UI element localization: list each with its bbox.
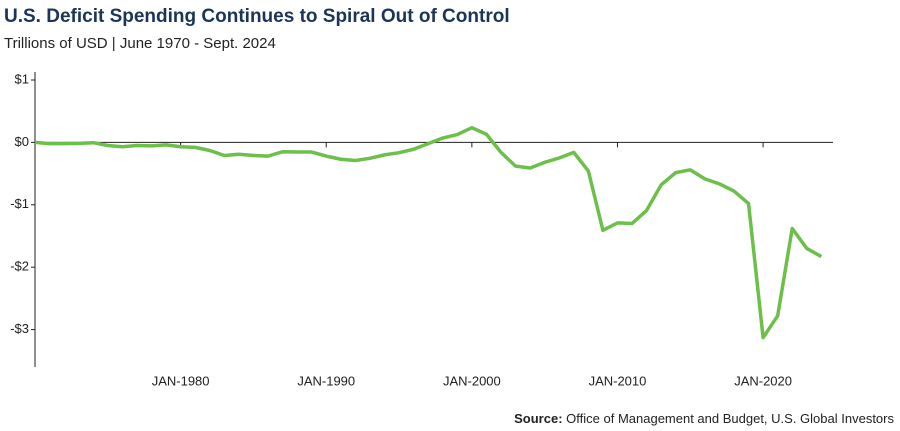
y-tick-label: -$2 [10,259,29,274]
y-tick-label: -$3 [10,321,29,336]
x-tick-label: JAN-2020 [734,373,792,388]
source: Source: Office of Management and Budget,… [514,411,894,426]
source-text: Office of Management and Budget, U.S. Gl… [566,411,894,426]
x-tick-label: JAN-1980 [152,373,210,388]
chart-title: U.S. Deficit Spending Continues to Spira… [4,6,510,27]
chart-subtitle: Trillions of USD | June 1970 - Sept. 202… [4,35,276,52]
x-tick-label: JAN-1990 [297,373,355,388]
y-tick-label: -$1 [10,196,29,211]
data-line [34,125,823,340]
x-tick-label: JAN-2000 [443,373,501,388]
x-tick-label: JAN-2010 [589,373,647,388]
source-label: Source: [514,411,562,426]
y-tick-label: $1 [15,71,29,86]
y-tick-label: $0 [15,134,29,149]
